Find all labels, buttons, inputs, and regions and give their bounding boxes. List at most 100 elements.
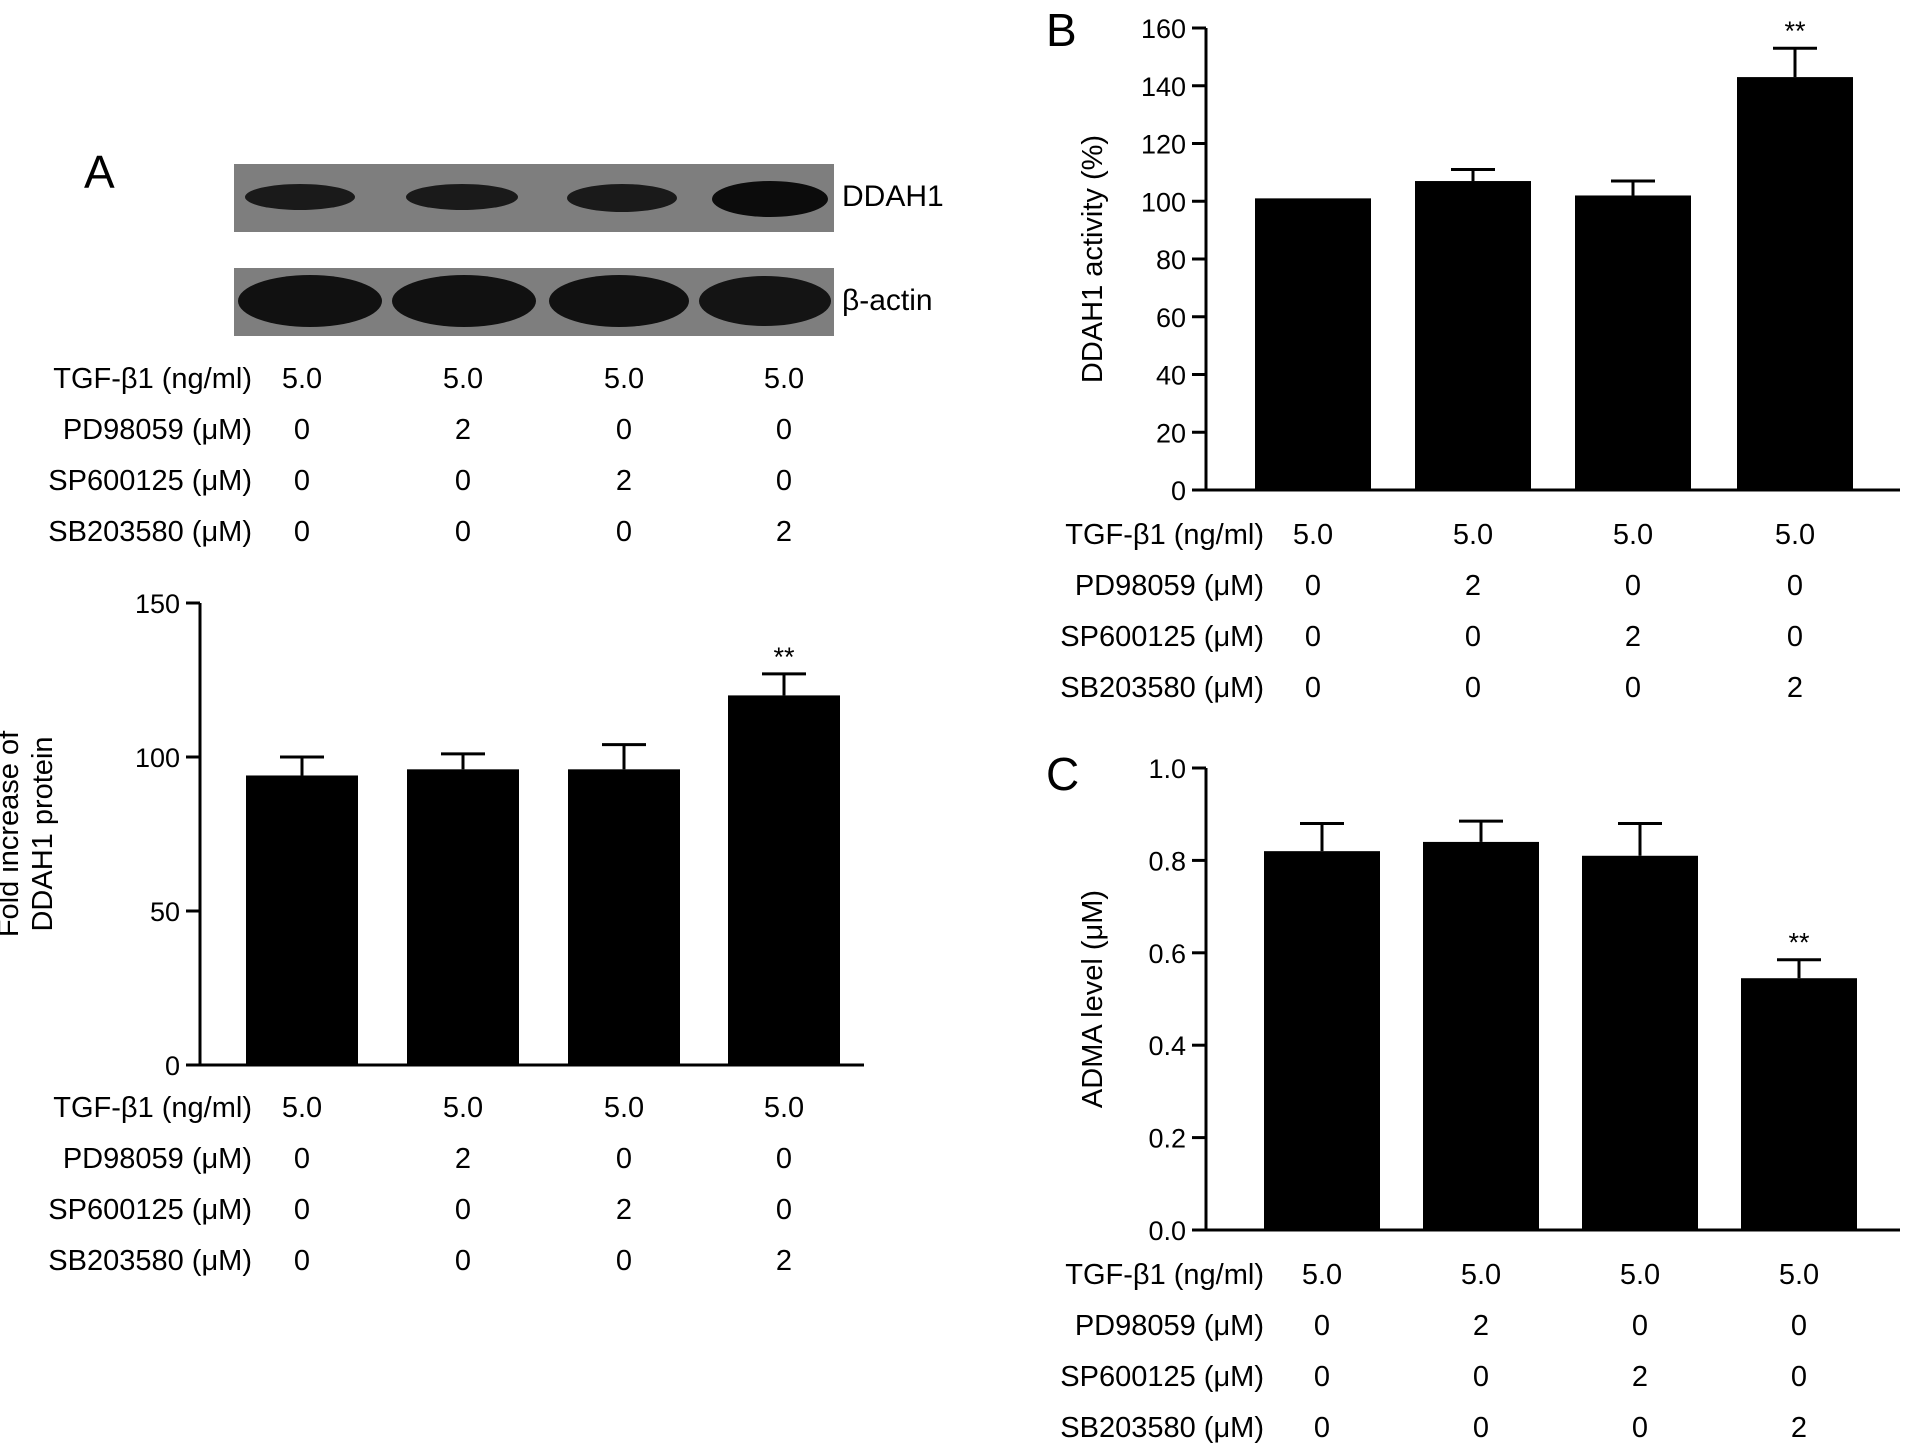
y-tick-label: 150 (135, 589, 180, 619)
blot-band-ddah1-lane-1 (245, 184, 355, 210)
condition-table-panel-c: TGF-β1 (ng/ml) 5.0 5.0 5.0 5.0 PD98059 (μM) 0 2… (1060, 1259, 1819, 1444)
y-tick-label: 0.2 (1148, 1124, 1186, 1154)
blot-band-actin-lane-1 (238, 275, 382, 327)
condition-value: 0 (776, 1143, 792, 1175)
condition-value: 5.0 (1293, 519, 1333, 551)
condition-value: 2 (1787, 672, 1803, 704)
condition-value: 0 (776, 414, 792, 446)
condition-label: TGF-β1 (ng/ml) (53, 1092, 252, 1124)
condition-value: 0 (1465, 621, 1481, 653)
blot-band-ddah1-lane-4 (712, 181, 828, 217)
y-tick-label: 120 (1141, 130, 1186, 160)
chart-panel-b: 0 20 40 60 80 100 120 140 160 DDAH1 activity (%) *… (1077, 14, 1900, 506)
y-tick-label: 0.8 (1148, 846, 1186, 876)
panel-c-letter: C (1046, 748, 1079, 800)
y-tick-label: 0.6 (1148, 939, 1186, 969)
condition-value: 2 (616, 1194, 632, 1226)
condition-value: 5.0 (1613, 519, 1653, 551)
condition-value: 0 (776, 1194, 792, 1226)
condition-table-panel-b: TGF-β1 (ng/ml) 5.0 5.0 5.0 5.0 PD98059 (μM) 0 2… (1060, 519, 1815, 704)
blot-band-actin-lane-2 (392, 275, 536, 327)
significance-marker: ** (1788, 928, 1810, 958)
condition-value: 5.0 (1775, 519, 1815, 551)
condition-value: 5.0 (1779, 1259, 1819, 1291)
condition-value: 0 (294, 465, 310, 497)
condition-value: 0 (294, 414, 310, 446)
condition-value: 0 (294, 516, 310, 548)
bar (1423, 841, 1539, 1230)
bar (407, 769, 519, 1065)
condition-label: SP600125 (μM) (1060, 621, 1264, 653)
condition-value: 0 (1305, 621, 1321, 653)
bar (1575, 195, 1691, 490)
y-tick-label: 0 (165, 1051, 180, 1081)
condition-value: 0 (1632, 1310, 1648, 1342)
condition-value: 0 (1473, 1412, 1489, 1444)
y-axis-title: ADMA level (μM) (1077, 890, 1109, 1108)
bar (728, 695, 840, 1065)
western-blot: DDAH1 β-actin (234, 164, 944, 336)
y-axis-title: DDAH1 activity (%) (1077, 135, 1109, 383)
y-axis-title-line: Fold increase of (0, 730, 25, 937)
blot-band-ddah1-lane-3 (567, 184, 677, 212)
bar (568, 769, 680, 1065)
blot-band-actin-lane-3 (549, 275, 689, 327)
condition-value: 0 (1787, 570, 1803, 602)
condition-value: 0 (1791, 1310, 1807, 1342)
bar (246, 775, 358, 1065)
significance-marker: ** (773, 642, 795, 672)
y-tick-label: 100 (1141, 187, 1186, 217)
y-tick-label: 1.0 (1148, 754, 1186, 784)
condition-value: 2 (1632, 1361, 1648, 1393)
panel-a-letter: A (84, 146, 115, 198)
bar (1741, 978, 1857, 1230)
condition-value: 0 (1625, 672, 1641, 704)
chart-panel-a: 0 50 100 150 Fold increase ofDDAH1 protein ** (0, 589, 864, 1081)
condition-value: 0 (616, 414, 632, 446)
condition-label: PD98059 (μM) (63, 1143, 252, 1175)
y-tick-label: 0 (1171, 476, 1186, 506)
condition-value: 2 (1625, 621, 1641, 653)
y-tick-label: 0.0 (1148, 1216, 1186, 1246)
condition-value: 2 (1465, 570, 1481, 602)
condition-value: 0 (455, 1194, 471, 1226)
y-axis-title: Fold increase ofDDAH1 protein (0, 730, 59, 937)
condition-label: SP600125 (μM) (1060, 1361, 1264, 1393)
blot-label-ddah1: DDAH1 (842, 180, 944, 213)
bar (1264, 851, 1380, 1230)
condition-label: SB203580 (μM) (48, 1245, 252, 1277)
condition-value: 5.0 (764, 363, 804, 395)
condition-value: 5.0 (282, 1092, 322, 1124)
condition-value: 0 (1314, 1361, 1330, 1393)
condition-value: 0 (1473, 1361, 1489, 1393)
condition-value: 0 (1625, 570, 1641, 602)
condition-value: 0 (1305, 570, 1321, 602)
y-tick-label: 60 (1156, 303, 1186, 333)
blot-band-ddah1-lane-2 (406, 184, 518, 210)
condition-value: 0 (455, 516, 471, 548)
condition-value: 0 (1314, 1310, 1330, 1342)
blot-label-actin: β-actin (842, 284, 933, 317)
condition-label: SB203580 (μM) (1060, 672, 1264, 704)
condition-value: 0 (616, 1143, 632, 1175)
bar (1582, 855, 1698, 1230)
condition-value: 5.0 (443, 363, 483, 395)
blot-band-actin-lane-4 (699, 276, 831, 326)
condition-label: SP600125 (μM) (48, 465, 252, 497)
condition-value: 0 (294, 1245, 310, 1277)
condition-value: 0 (294, 1194, 310, 1226)
y-tick-label: 50 (150, 897, 180, 927)
condition-label: PD98059 (μM) (1075, 570, 1264, 602)
condition-value: 0 (1787, 621, 1803, 653)
y-tick-label: 0.4 (1148, 1031, 1186, 1061)
condition-value: 0 (455, 465, 471, 497)
condition-value: 5.0 (1453, 519, 1493, 551)
condition-value: 2 (616, 465, 632, 497)
panel-b-letter: B (1046, 4, 1077, 56)
condition-value: 0 (1791, 1361, 1807, 1393)
bar (1255, 198, 1371, 491)
condition-value: 0 (1632, 1412, 1648, 1444)
condition-value: 0 (1314, 1412, 1330, 1444)
condition-value: 0 (455, 1245, 471, 1277)
y-tick-label: 20 (1156, 418, 1186, 448)
